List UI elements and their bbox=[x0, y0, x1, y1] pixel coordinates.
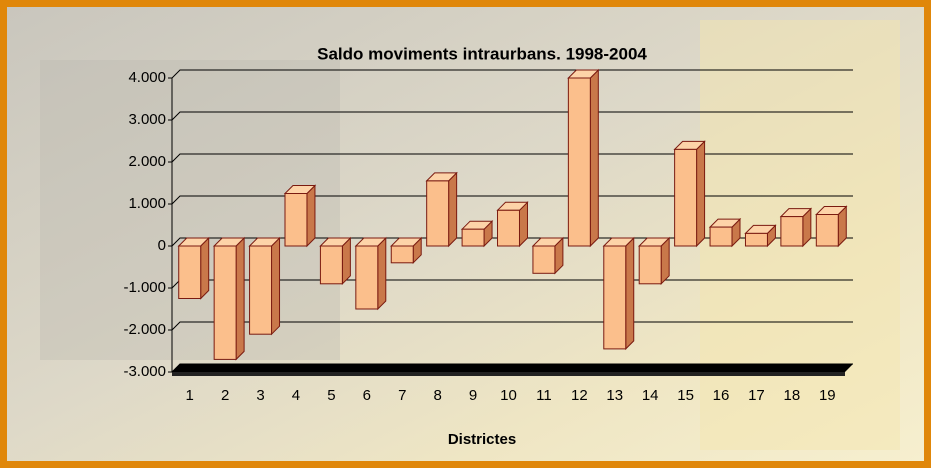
y-tick-label: -3.000 bbox=[123, 363, 166, 380]
y-tick-label: -2.000 bbox=[123, 321, 166, 338]
x-tick-label: 9 bbox=[469, 387, 477, 404]
x-tick-label: 16 bbox=[713, 387, 730, 404]
y-tick-label: -1.000 bbox=[123, 279, 166, 296]
x-tick-label: 15 bbox=[677, 387, 694, 404]
bar bbox=[533, 246, 555, 273]
x-tick-label: 1 bbox=[186, 387, 194, 404]
bar bbox=[179, 246, 201, 299]
x-tick-label: 12 bbox=[571, 387, 588, 404]
x-tick-label: 14 bbox=[642, 387, 659, 404]
bar-side bbox=[626, 238, 634, 349]
bar bbox=[781, 217, 803, 246]
bar-side bbox=[201, 238, 209, 299]
y-tick-label: 4.000 bbox=[128, 69, 166, 86]
bar bbox=[462, 229, 484, 246]
bar bbox=[675, 149, 697, 246]
bar bbox=[639, 246, 661, 284]
bar bbox=[320, 246, 342, 284]
x-tick-label: 5 bbox=[327, 387, 335, 404]
x-tick-label: 17 bbox=[748, 387, 765, 404]
x-tick-label: 19 bbox=[819, 387, 836, 404]
bar bbox=[604, 246, 626, 349]
chart: Saldo moviments intraurbans. 1998-2004 D… bbox=[0, 0, 931, 468]
y-tick-label: 2.000 bbox=[128, 153, 166, 170]
bar bbox=[710, 227, 732, 246]
floor-edge bbox=[172, 372, 845, 376]
floor bbox=[172, 364, 853, 372]
bar bbox=[498, 210, 520, 246]
bar-side bbox=[272, 238, 280, 334]
bar bbox=[285, 194, 307, 247]
x-tick-label: 4 bbox=[292, 387, 300, 404]
y-tick-label: 0 bbox=[158, 237, 166, 254]
bar bbox=[745, 233, 767, 246]
bar bbox=[356, 246, 378, 309]
chart-title: Saldo moviments intraurbans. 1998-2004 bbox=[317, 44, 647, 63]
bar-side bbox=[378, 238, 386, 309]
y-tick-label: 1.000 bbox=[128, 195, 166, 212]
x-tick-label: 3 bbox=[256, 387, 264, 404]
y-tick-label: 3.000 bbox=[128, 111, 166, 128]
x-tick-label: 11 bbox=[536, 387, 552, 404]
x-tick-label: 6 bbox=[363, 387, 371, 404]
bar bbox=[250, 246, 272, 334]
bar bbox=[391, 246, 413, 263]
bar bbox=[816, 215, 838, 247]
bar bbox=[427, 181, 449, 246]
x-tick-label: 10 bbox=[500, 387, 517, 404]
x-tick-label: 7 bbox=[398, 387, 406, 404]
bar-side bbox=[449, 173, 457, 246]
x-tick-label: 8 bbox=[433, 387, 441, 404]
x-axis-title: Districtes bbox=[448, 431, 516, 448]
x-tick-label: 13 bbox=[606, 387, 623, 404]
x-tick-label: 2 bbox=[221, 387, 229, 404]
bar-side bbox=[590, 70, 598, 246]
x-tick-label: 18 bbox=[784, 387, 801, 404]
bar-side bbox=[307, 186, 315, 247]
bar bbox=[568, 78, 590, 246]
bar-side bbox=[236, 238, 244, 359]
bar-side bbox=[697, 141, 705, 246]
bar bbox=[214, 246, 236, 359]
